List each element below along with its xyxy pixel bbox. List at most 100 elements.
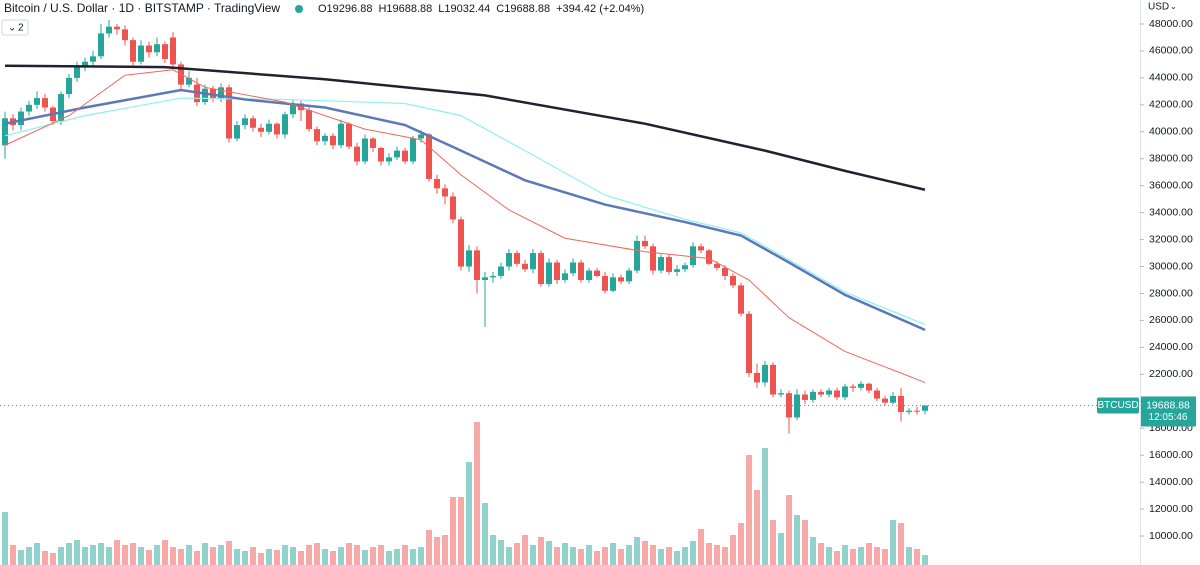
candle-body [74,67,80,78]
candle-body [130,40,136,62]
volume-bar [634,537,640,565]
candle-body [650,246,656,271]
volume-bar [738,523,744,565]
volume-bar [850,549,856,565]
volume-bar [154,545,160,565]
volume-bar [58,547,64,565]
candle-body [674,269,680,272]
ohlc-value: L19032.44 [438,3,490,15]
candle-body [458,219,464,267]
currency[interactable]: USD [1148,2,1169,13]
currency-chevron: ⌄ [1170,2,1177,11]
volume-bar [50,553,56,565]
moving-average [4,88,926,332]
candle-body [450,196,456,220]
y-tick-label: 16000.00 [1149,449,1193,461]
volume-bar [770,520,776,565]
y-tick-label: 46000.00 [1149,45,1193,57]
volume-bar [42,551,48,565]
volume-bar [730,535,736,565]
candle-body [298,103,304,111]
candle-body [818,391,824,395]
volume-bar [490,535,496,565]
candle-body [594,270,600,276]
volume-bar [442,535,448,565]
volume-bar [26,547,32,565]
candle-body [34,98,40,105]
price-tag-box [1141,396,1196,427]
volume-bar [282,545,288,565]
y-tick-label: 44000.00 [1149,72,1193,84]
candle-body [514,253,520,264]
volume-bar [402,545,408,565]
volume-bar [434,537,440,565]
volume-bar [170,547,176,565]
volume-bar [122,545,128,565]
volume-bar [602,547,608,565]
candle-body [586,270,592,281]
volume-bar [690,541,696,565]
volume-bar [458,497,464,565]
volume-bar [874,547,880,565]
volume-bar [538,537,544,565]
ohlc-value: C19688.88 [496,3,550,15]
volume-bar [578,549,584,565]
price-tag-countdown: 12:05:46 [1149,412,1188,423]
volume-bar [394,549,400,565]
volume-bar [386,551,392,565]
indicator-toggle[interactable] [1,19,29,36]
candle-body [730,275,736,286]
candle-body [658,257,664,271]
volume-bar [362,550,368,565]
candle-body [226,87,232,139]
volume-bar [250,547,256,565]
symbol-tag [1097,397,1139,414]
volume-bar [298,551,304,565]
volume-bar [866,543,872,565]
volume-bar [530,545,536,565]
y-tick-label: 36000.00 [1149,179,1193,191]
candle-body [66,77,72,95]
candle-body [402,150,408,162]
volume-bar [130,543,136,565]
candle-body [802,394,808,400]
candle-body [690,246,696,266]
volume-bar [666,547,672,565]
volume-bar [562,543,568,565]
candle-body [282,114,288,135]
volume-bar [354,545,360,565]
candle-body [250,118,256,128]
y-tick-label: 12000.00 [1149,503,1193,515]
candle-body [266,123,272,132]
candle-body [834,390,840,398]
y-tick-label: 14000.00 [1149,476,1193,488]
candle-body [202,88,208,103]
candle-body [770,364,776,395]
volume-bar [34,543,40,565]
volume-bar [722,547,728,565]
volume-bar [826,547,832,565]
candle-body [170,37,176,65]
volume-bar [74,540,80,565]
volume-bar [466,462,472,565]
indicator-count: 2 [18,23,24,34]
candle-body [186,77,192,85]
candle-body [914,410,920,412]
candle-body [498,266,504,276]
candle-body [154,44,160,53]
volume-bar [18,550,24,565]
chevron: ⌄ [8,23,16,34]
volume-bar [754,490,760,565]
candle-body [146,45,152,53]
volume-bar [674,551,680,565]
candle-body [362,138,368,162]
candle-body [42,98,48,108]
candle-body [82,61,88,68]
candle-body [738,285,744,314]
volume-bar [10,545,16,565]
candle-body [706,250,712,264]
candle-body [874,390,880,399]
candle-body [114,26,120,30]
